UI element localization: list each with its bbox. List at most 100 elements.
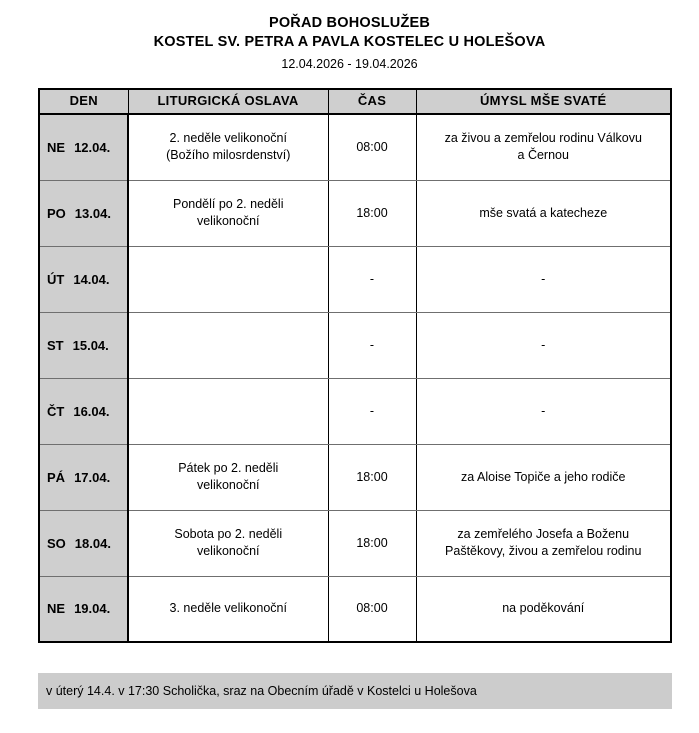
liturgy-text: Sobota po 2. neděli velikonoční [130, 526, 327, 560]
table-header: DEN LITURGICKÁ OSLAVA ČAS ÚMYSL MŠE SVAT… [39, 89, 671, 115]
mass-schedule-table: DEN LITURGICKÁ OSLAVA ČAS ÚMYSL MŠE SVAT… [38, 88, 672, 643]
day-date: 18.04. [74, 535, 111, 551]
cell-intention: - [415, 378, 671, 445]
cell-day: NE 19.04. [39, 576, 129, 642]
column-header-den: DEN [39, 89, 129, 115]
day-of-week: PO [47, 205, 66, 221]
document-header: POŘAD BOHOSLUŽEB KOSTEL SV. PETRA A PAVL… [0, 0, 699, 74]
cell-day: ČT 16.04. [39, 378, 129, 445]
cell-liturgy [127, 246, 329, 313]
table-row: PO 13.04. Pondělí po 2. neděli velikonoční 1… [39, 180, 671, 247]
cell-liturgy [127, 312, 329, 379]
liturgy-line-1: Sobota po 2. neděli [174, 527, 283, 541]
intention-line-1: - [541, 403, 546, 418]
intention-line-1: za živou a zemřelou rodinu Válkovu [444, 131, 642, 146]
intention-line-1: mše svatá a katecheze [479, 205, 608, 220]
cell-intention: - [415, 246, 671, 313]
table-row: ST 15.04. - - [39, 312, 671, 379]
table-row: NE 12.04. 2. neděle velikonoční (Božího mil… [39, 114, 671, 181]
column-header-intention: ÚMYSL MŠE SVATÉ [415, 89, 671, 115]
cell-day: SO 18.04. [39, 510, 129, 577]
intention-text: - [418, 337, 670, 354]
day-of-week: NE [47, 601, 66, 617]
liturgy-line-1: Pondělí po 2. neděli [172, 197, 284, 211]
cell-time: 18:00 [327, 180, 417, 247]
day-of-week: NE [47, 139, 66, 155]
day-of-week: PÁ [47, 469, 66, 485]
day-of-week: SO [47, 535, 66, 551]
table-body: NE 12.04. 2. neděle velikonoční (Božího mil… [39, 114, 671, 642]
table-row: SO 18.04. Sobota po 2. neděli velikonoční 18… [39, 510, 671, 577]
table-row: PÁ 17.04. Pátek po 2. neděli velikonoční 18:… [39, 444, 671, 511]
cell-intention: mše svatá a katecheze [415, 180, 671, 247]
column-header-liturgy: LITURGICKÁ OSLAVA [127, 89, 329, 115]
liturgy-line-2: (Božího milosrdenství) [166, 148, 291, 163]
table-row: ČT 16.04. - - [39, 378, 671, 445]
date-range: 12.04.2026 - 19.04.2026 [281, 57, 418, 71]
day-date: 17.04. [74, 469, 111, 485]
liturgy-text: 3. neděle velikonoční [130, 600, 327, 617]
cell-time: 18:00 [327, 510, 417, 577]
day-of-week: ST [47, 337, 64, 353]
cell-liturgy: Pondělí po 2. neděli velikonoční [127, 180, 329, 247]
schedule-table-container: DEN LITURGICKÁ OSLAVA ČAS ÚMYSL MŠE SVAT… [38, 88, 672, 643]
cell-time: 08:00 [327, 114, 417, 181]
cell-intention: - [415, 312, 671, 379]
cell-intention: za živou a zemřelou rodinu Válkovu a Čern… [415, 114, 671, 181]
liturgy-line-1: 2. neděle velikonoční [169, 131, 287, 146]
intention-text: na poděkování [418, 600, 670, 617]
cell-day: PO 13.04. [39, 180, 129, 247]
day-date: 15.04. [72, 337, 109, 353]
day-date: 14.04. [73, 271, 110, 287]
intention-line-1: na poděkování [502, 601, 585, 616]
intention-line-1: - [541, 337, 546, 352]
page-title-line-2: KOSTEL SV. PETRA A PAVLA KOSTELEC U HOLE… [153, 34, 546, 50]
intention-text: za živou a zemřelou rodinu Válkovu a Čern… [418, 130, 670, 164]
cell-intention: za zemřelého Josefa a Boženu Paštěkovy, ž… [415, 510, 671, 577]
cell-intention: za Aloise Topiče a jeho rodiče [415, 444, 671, 511]
intention-text: - [418, 271, 670, 288]
cell-time: 08:00 [327, 576, 417, 642]
liturgy-line-2: velikonoční [196, 214, 260, 228]
column-header-time: ČAS [327, 89, 417, 115]
day-date: 19.04. [74, 601, 111, 617]
cell-liturgy: 2. neděle velikonoční (Božího milosrdenst… [127, 114, 329, 181]
liturgy-text: Pátek po 2. neděli velikonoční [130, 460, 327, 494]
day-date: 12.04. [74, 139, 111, 155]
cell-day: PÁ 17.04. [39, 444, 129, 511]
day-date: 16.04. [73, 403, 110, 419]
liturgy-line-2: velikonoční [196, 478, 260, 492]
cell-liturgy: Sobota po 2. neděli velikonoční [127, 510, 329, 577]
cell-intention: na poděkování [415, 576, 671, 642]
cell-time: - [327, 312, 417, 379]
liturgy-line-1: Pátek po 2. neděli [178, 461, 279, 475]
page-title-line-1: POŘAD BOHOSLUŽEB [268, 15, 431, 31]
table-row: NE 19.04. 3. neděle velikonoční 08:00 na pod… [39, 576, 671, 642]
day-date: 13.04. [74, 205, 111, 221]
cell-day: NE 12.04. [39, 114, 129, 181]
intention-text: - [418, 403, 670, 420]
cell-liturgy [127, 378, 329, 445]
cell-time: 18:00 [327, 444, 417, 511]
cell-liturgy: 3. neděle velikonoční [127, 576, 329, 642]
footer-note: v úterý 14.4. v 17:30 Scholička, sraz na… [38, 673, 672, 709]
liturgy-line-2: velikonoční [196, 544, 260, 558]
cell-liturgy: Pátek po 2. neděli velikonoční [127, 444, 329, 511]
liturgy-text: Pondělí po 2. neděli velikonoční [130, 196, 327, 230]
intention-text: za zemřelého Josefa a Boženu Paštěkovy, ž… [418, 526, 670, 560]
intention-line-2: Paštěkovy, živou a zemřelou rodinu [445, 544, 642, 558]
liturgy-line-1: 3. neděle velikonoční [169, 601, 287, 616]
intention-text: za Aloise Topiče a jeho rodiče [418, 469, 670, 486]
day-of-week: ÚT [47, 271, 65, 287]
intention-line-1: za zemřelého Josefa a Boženu [457, 527, 630, 541]
cell-day: ÚT 14.04. [39, 246, 129, 313]
cell-time: - [327, 378, 417, 445]
day-of-week: ČT [47, 403, 65, 419]
intention-line-1: - [541, 271, 546, 286]
intention-line-1: za Aloise Topiče a jeho rodiče [461, 469, 626, 484]
liturgy-text: 2. neděle velikonoční (Božího milosrdenst… [130, 130, 327, 164]
cell-day: ST 15.04. [39, 312, 129, 379]
table-row: ÚT 14.04. - - [39, 246, 671, 313]
intention-line-2: a Černou [517, 148, 569, 163]
intention-text: mše svatá a katecheze [418, 205, 670, 222]
